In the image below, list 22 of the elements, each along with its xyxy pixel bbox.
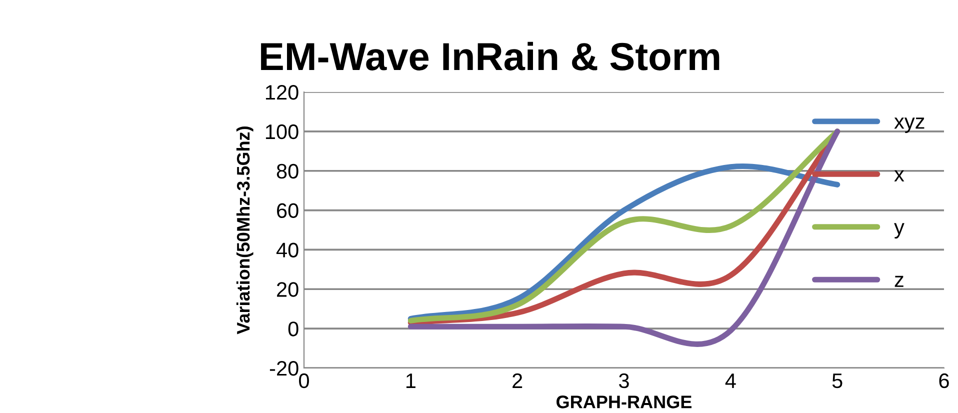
x-tick-label: 1 bbox=[406, 374, 416, 388]
x-tick-label: 4 bbox=[725, 374, 736, 388]
y-tick-label: 0 bbox=[288, 322, 298, 336]
legend-label: x bbox=[894, 170, 904, 182]
x-axis-title: GRAPH-RANGE bbox=[556, 396, 692, 408]
y-tick-label: 120 bbox=[266, 85, 298, 100]
x-tick-label: 5 bbox=[832, 374, 842, 388]
x-tick-label: 3 bbox=[619, 373, 629, 388]
chart-title: EM-Wave InRain & Storm bbox=[261, 42, 720, 70]
y-axis-title: Variation(50Mhz-3.5Ghz) bbox=[236, 126, 254, 334]
x-tick-label: 2 bbox=[512, 373, 522, 388]
legend-label: y bbox=[894, 223, 904, 238]
y-tick-label: 60 bbox=[277, 203, 298, 218]
legend-label: z bbox=[894, 276, 904, 287]
y-tick-label: 20 bbox=[277, 282, 298, 297]
x-tick-label: 0 bbox=[299, 373, 309, 388]
legend-label: xyz bbox=[894, 118, 924, 133]
y-tick-label: -20 bbox=[270, 361, 298, 376]
y-tick-label: 40 bbox=[276, 242, 298, 258]
y-tick-label: 80 bbox=[276, 164, 298, 179]
y-tick-label: 100 bbox=[266, 124, 298, 140]
x-tick-label: 6 bbox=[939, 373, 949, 388]
